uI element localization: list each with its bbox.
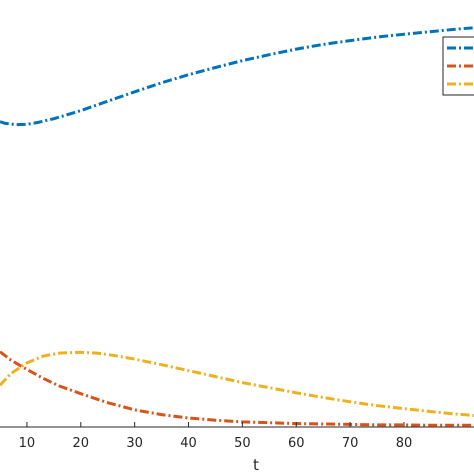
- series-line-2: [0, 350, 474, 427]
- x-tick-label: 40: [180, 436, 197, 451]
- series-line-3: [0, 350, 474, 417]
- x-axis-ticks: 10 20 30 40 50 60 70 80: [19, 422, 413, 451]
- x-tick-label: 60: [288, 436, 305, 451]
- x-axis-label: t: [253, 456, 259, 474]
- x-tick-label: 80: [396, 436, 413, 451]
- x-tick-label: 10: [19, 436, 36, 451]
- x-tick-label: 30: [126, 436, 143, 451]
- series-line-1: [0, 26, 474, 127]
- x-tick-label: 70: [342, 436, 359, 451]
- series-layer: [0, 26, 474, 427]
- x-tick-label: 50: [234, 436, 251, 451]
- legend: [442, 36, 474, 96]
- x-tick-label: 20: [73, 436, 90, 451]
